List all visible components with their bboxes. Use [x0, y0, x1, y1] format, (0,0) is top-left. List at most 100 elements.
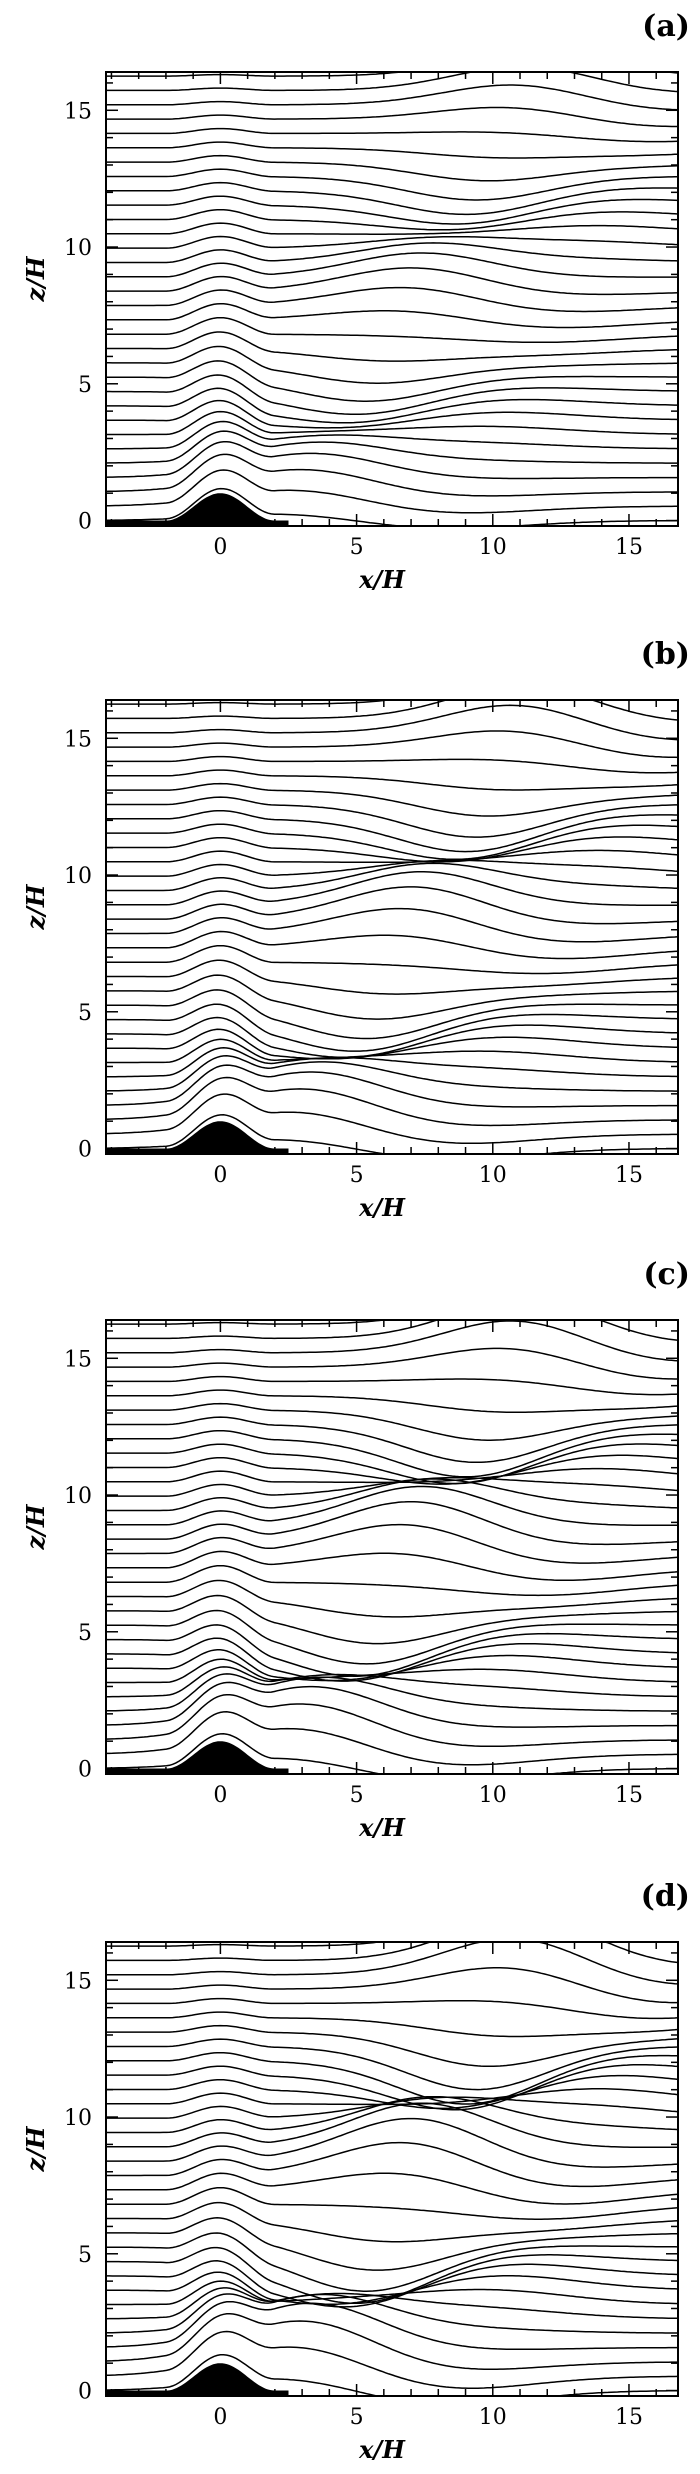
- streamline: [106, 1443, 678, 1485]
- streamline: [106, 782, 678, 817]
- x-axis-label: x/H: [358, 2435, 406, 2464]
- streamline: [106, 2300, 678, 2351]
- y-axis-label: z/H: [21, 2125, 50, 2172]
- streamline: [106, 1003, 678, 1052]
- streamline: [106, 1402, 678, 1441]
- streamline: [106, 1681, 678, 1728]
- y-axis-label: z/H: [21, 1503, 50, 1550]
- mountain: [106, 1741, 289, 1774]
- y-tick-label: 5: [78, 2243, 92, 2268]
- streamline: [106, 267, 678, 296]
- x-tick-label: 0: [213, 1163, 227, 1188]
- x-tick-label: 10: [479, 535, 507, 560]
- streamline: [106, 700, 678, 705]
- x-tick-label: 5: [350, 1783, 364, 1808]
- streamline: [106, 2353, 678, 2396]
- streamline: [106, 84, 678, 111]
- streamline: [106, 1038, 678, 1064]
- streamline: [106, 1320, 678, 1342]
- streamline: [106, 1967, 678, 2004]
- streamline: [106, 2074, 678, 2110]
- streamline: [106, 1016, 678, 1059]
- streamline: [106, 1347, 678, 1380]
- panel-label: (d): [641, 1879, 690, 1914]
- streamline: [106, 1649, 678, 1682]
- streamline: [106, 2024, 678, 2068]
- streamlines: [106, 72, 678, 526]
- streamline: [106, 1997, 678, 2020]
- x-tick-label: 10: [479, 1163, 507, 1188]
- y-tick-label: 0: [78, 1758, 92, 1783]
- streamline: [106, 72, 678, 93]
- streamline: [106, 989, 678, 1040]
- streamline: [106, 769, 678, 791]
- streamline: [106, 1579, 678, 1618]
- streamline: [106, 1733, 678, 1774]
- streamline: [106, 796, 678, 838]
- streamline: [106, 302, 678, 329]
- streamline: [106, 181, 678, 216]
- streamline: [106, 1564, 678, 1597]
- streamline: [106, 252, 678, 278]
- streamline: [106, 871, 678, 906]
- streamline: [106, 1500, 678, 1546]
- y-axis-label: z/H: [21, 883, 50, 930]
- streamlines: [106, 1320, 678, 1774]
- x-tick-label: 15: [615, 535, 643, 560]
- streamline: [106, 1454, 678, 1485]
- x-tick-label: 5: [350, 535, 364, 560]
- streamline: [106, 410, 678, 436]
- y-tick-label: 10: [64, 2106, 92, 2131]
- streamline: [106, 2102, 678, 2149]
- streamline: [106, 2096, 678, 2119]
- streamline: [106, 2260, 678, 2308]
- streamline: [106, 1711, 678, 1766]
- streamline: [106, 2201, 678, 2243]
- streamline: [106, 2011, 678, 2038]
- plot-frame: [105, 1319, 679, 1775]
- x-axis-label: x/H: [358, 1813, 406, 1842]
- streamline: [106, 469, 678, 514]
- chart-panel-1: 0 5 10 15 0 5 10 15 x/H z/H (a): [21, 9, 690, 594]
- panel-label: (b): [641, 637, 690, 672]
- x-tick-label: 5: [350, 2405, 364, 2430]
- streamline: [106, 2117, 678, 2168]
- streamline: [106, 1594, 678, 1645]
- mountain: [106, 2363, 289, 2396]
- streamline: [106, 974, 678, 1020]
- streamline: [106, 1320, 678, 1362]
- streamline: [106, 2141, 678, 2188]
- chart-panel-3: 0 5 10 15 0 5 10 15 x/H z/H (c): [21, 1257, 690, 1842]
- x-tick-label: 5: [350, 1163, 364, 1188]
- streamline: [106, 286, 678, 313]
- y-tick-label: 5: [78, 373, 92, 398]
- streamline: [106, 1942, 678, 1947]
- chart-panel-4: 0 5 10 15 0 5 10 15 x/H z/H (d): [21, 1879, 690, 2464]
- plot-frame: [105, 71, 679, 527]
- streamline: [106, 331, 678, 362]
- streamline: [106, 1666, 678, 1698]
- streamline: [106, 2232, 678, 2292]
- y-tick-label: 10: [64, 1484, 92, 1509]
- streamline: [106, 1523, 678, 1564]
- y-tick-label: 0: [78, 2380, 92, 2405]
- streamline: [106, 222, 678, 235]
- streamline: [106, 1076, 678, 1127]
- streamline: [106, 700, 678, 721]
- streamline: [106, 242, 678, 264]
- x-tick-label: 15: [615, 2405, 643, 2430]
- x-tick-label: 10: [479, 2405, 507, 2430]
- streamline: [106, 235, 678, 249]
- streamline: [106, 127, 678, 143]
- streamline: [106, 1047, 678, 1078]
- x-tick-label: 15: [615, 1163, 643, 1188]
- plot-frame: [105, 1941, 679, 2397]
- panel-label: (a): [642, 9, 690, 44]
- streamline: [106, 2313, 678, 2370]
- streamline: [106, 2246, 678, 2305]
- streamline: [106, 440, 678, 480]
- streamline: [106, 387, 678, 424]
- streamline: [106, 1485, 678, 1527]
- streamline: [106, 1467, 678, 1484]
- streamline: [106, 859, 678, 877]
